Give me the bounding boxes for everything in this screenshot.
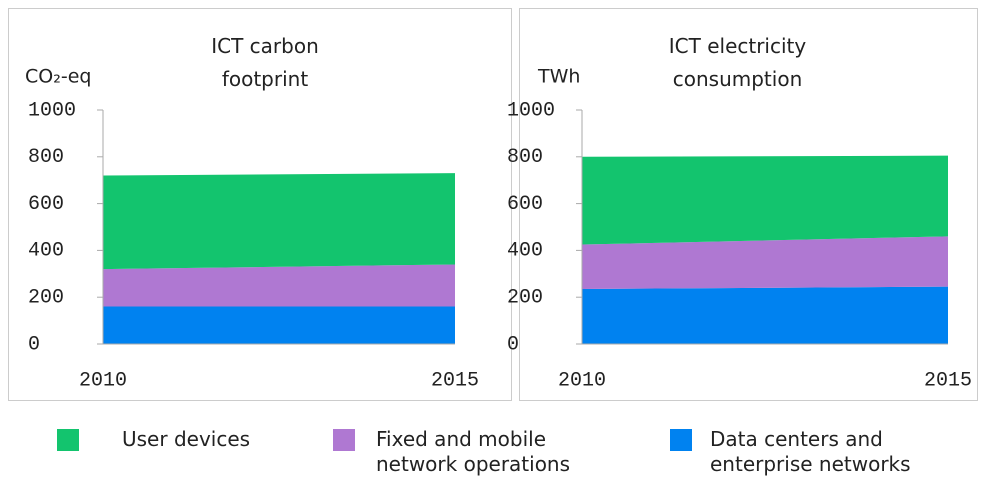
y-tick-label: 600 <box>28 193 64 216</box>
area <box>582 236 948 290</box>
y-tick-label: 0 <box>507 333 519 356</box>
legend-label: Fixed and mobile network operations <box>376 427 571 476</box>
chart-title: ICT electricity consumption <box>668 34 807 91</box>
y-tick-label: 400 <box>28 240 64 263</box>
legend-label: Data centers and enterprise networks <box>710 427 911 476</box>
y-tick-label: 0 <box>28 333 40 356</box>
x-tick-label: 2015 <box>924 369 972 392</box>
area <box>103 173 455 270</box>
area <box>103 306 455 344</box>
y-tick-label: 200 <box>507 286 543 309</box>
x-tick-label: 2010 <box>79 369 127 392</box>
legend-label: User devices <box>122 427 251 451</box>
y-axis-label: TWh <box>537 66 580 88</box>
area <box>582 155 948 245</box>
x-tick-label: 2015 <box>431 369 479 392</box>
area <box>582 286 948 344</box>
y-tick-label: 1000 <box>28 99 76 122</box>
legend-swatch <box>333 429 355 451</box>
y-tick-label: 800 <box>28 146 64 169</box>
y-tick-label: 1000 <box>507 99 555 122</box>
x-tick-label: 2010 <box>558 369 606 392</box>
panel <box>8 8 512 401</box>
chart-title: ICT carbon footprint <box>211 34 319 91</box>
panel <box>519 8 978 401</box>
y-tick-label: 200 <box>28 286 64 309</box>
legend-swatch <box>57 429 79 451</box>
y-tick-label: 400 <box>507 240 543 263</box>
legend-swatch <box>670 429 692 451</box>
y-axis-label: CO₂-eq <box>25 66 91 88</box>
y-tick-label: 600 <box>507 193 543 216</box>
area <box>103 264 455 307</box>
y-tick-label: 800 <box>507 146 543 169</box>
